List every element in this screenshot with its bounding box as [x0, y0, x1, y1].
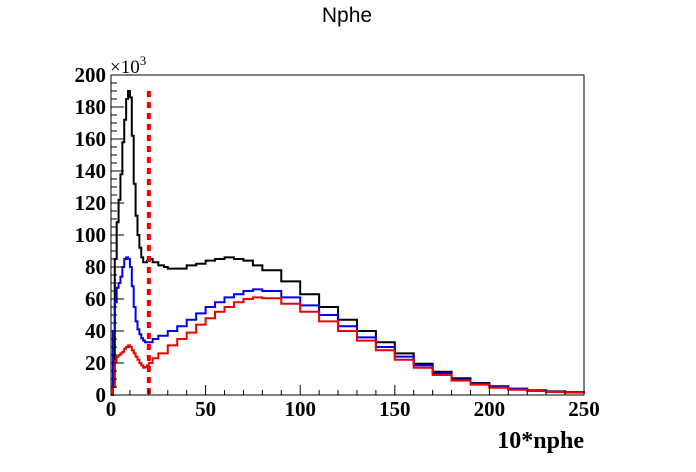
- svg-text:×103: ×103: [110, 53, 146, 78]
- y-tick-label: 60: [85, 287, 106, 311]
- y-tick-label: 200: [75, 63, 107, 87]
- y-tick-label: 120: [75, 191, 107, 215]
- x-tick-label: 100: [284, 397, 316, 421]
- y-tick-label: 40: [85, 319, 106, 343]
- y-tick-label: 100: [75, 223, 107, 247]
- y-tick-label: 160: [75, 127, 107, 151]
- y-multiplier: ×103: [110, 53, 146, 78]
- data-layer: [111, 90, 585, 396]
- y-tick-label: 80: [85, 255, 106, 279]
- plot-frame: [110, 74, 585, 396]
- series-line-3: [111, 296, 585, 396]
- x-tick-label: 0: [106, 397, 117, 421]
- x-tick-label: 150: [379, 397, 411, 421]
- y-multiplier-exponent: 3: [140, 53, 147, 68]
- chart-title: Nphe: [322, 4, 372, 27]
- axis-layer: 0 50 100 150 200 2500204060801001201401601802…: [75, 63, 600, 421]
- series-line-2: [111, 256, 585, 396]
- y-tick-label: 0: [96, 383, 107, 407]
- x-tick-label: 50: [195, 397, 216, 421]
- y-tick-label: 20: [85, 351, 106, 375]
- y-tick-label: 140: [75, 159, 107, 183]
- series-line-1: [111, 90, 585, 396]
- y-tick-label: 180: [75, 95, 107, 119]
- y-multiplier-label: ×10: [110, 57, 140, 78]
- x-tick-label: 250: [568, 397, 600, 421]
- x-axis-label: 10*nphe: [497, 428, 584, 454]
- x-tick-label: 200: [474, 397, 506, 421]
